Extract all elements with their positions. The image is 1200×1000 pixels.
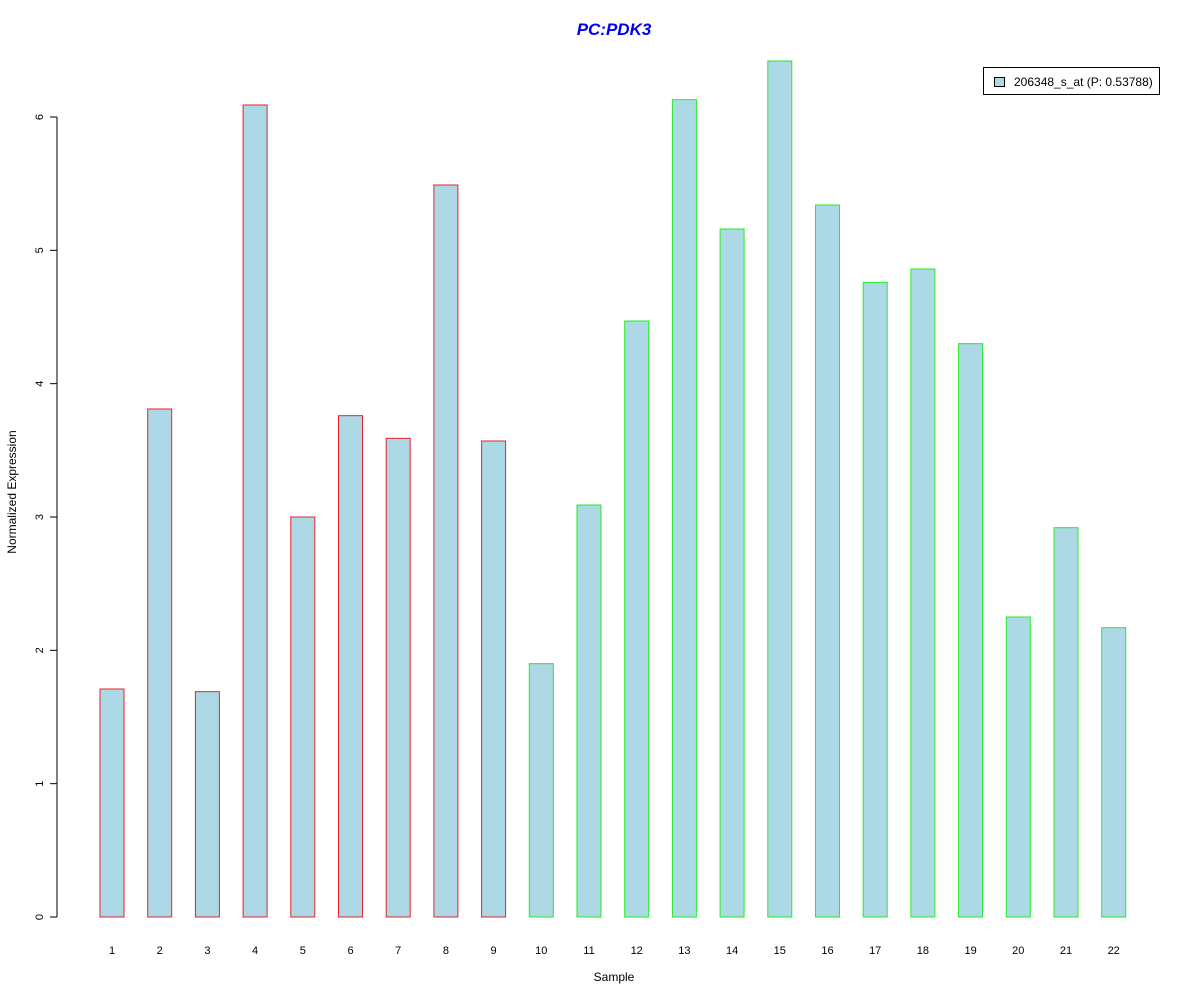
bar-sample-11: [576, 504, 602, 918]
y-tick-label: 0: [34, 914, 46, 920]
chart-title: PC:PDK3: [576, 20, 652, 39]
y-tick-label: 2: [34, 647, 46, 653]
x-tick-label: 13: [678, 945, 690, 957]
x-tick-label: 2: [157, 945, 163, 957]
x-tick-label: 12: [631, 945, 643, 957]
y-tick-label: 1: [34, 781, 46, 787]
bar-sample-12: [624, 320, 650, 918]
x-tick-label: 6: [347, 945, 353, 957]
bar-sample-18: [910, 268, 936, 918]
legend: 206348_s_at (P: 0.53788): [983, 67, 1160, 95]
y-tick-label: 4: [34, 381, 46, 387]
bars: [99, 60, 1127, 918]
bar-sample-13: [671, 99, 697, 918]
x-axis-label: Sample: [593, 970, 635, 984]
x-tick-label: 20: [1012, 945, 1024, 957]
bar-sample-9: [481, 440, 507, 918]
bar-sample-4: [242, 104, 268, 918]
bar-sample-14: [719, 228, 745, 918]
x-tick-label: 3: [204, 945, 210, 957]
x-tick-label: 15: [774, 945, 786, 957]
y-tick-label: 6: [34, 114, 46, 120]
x-tick-label: 7: [395, 945, 401, 957]
bar-sample-5: [290, 516, 316, 918]
x-tick-label: 11: [583, 945, 594, 957]
y-tick-label: 5: [34, 247, 46, 253]
x-tick-label: 8: [443, 945, 449, 957]
bar-sample-6: [338, 415, 363, 918]
x-tick-label: 17: [869, 945, 881, 957]
x-tick-label: 22: [1108, 945, 1120, 957]
bar-sample-17: [862, 281, 888, 918]
x-tick-label: 9: [491, 945, 497, 957]
bar-sample-20: [1005, 616, 1031, 918]
x-tick-label: 14: [726, 945, 738, 957]
bar-sample-19: [958, 343, 984, 918]
y-axis: 0 1 2 3 4 5 6: [34, 114, 58, 920]
bar-sample-1: [99, 688, 125, 918]
bar-sample-10: [528, 663, 554, 918]
bar-sample-16: [815, 204, 840, 918]
bar-sample-22: [1101, 627, 1127, 918]
bar-sample-2: [147, 408, 173, 918]
bar-sample-7: [385, 437, 411, 918]
x-tick-label: 10: [535, 945, 547, 957]
y-tick-label: 3: [34, 514, 46, 520]
legend-label: 206348_s_at (P: 0.53788): [1014, 75, 1153, 89]
x-tick-label: 5: [300, 945, 306, 957]
x-tick-labels: 1 2 3 4 5 6 7 8 9 10 11 12 13 14 15 16 17 18 19 20 21 22: [109, 945, 1120, 957]
x-tick-label: 16: [821, 945, 833, 957]
bar-sample-15: [767, 60, 793, 918]
bar-sample-8: [433, 184, 459, 918]
bar-sample-21: [1053, 527, 1079, 918]
x-tick-label: 18: [917, 945, 929, 957]
bar-sample-3: [194, 691, 220, 918]
x-tick-label: 21: [1060, 945, 1072, 957]
x-tick-label: 19: [964, 945, 976, 957]
x-tick-label: 1: [109, 945, 115, 957]
x-tick-label: 4: [252, 945, 258, 957]
y-axis-label: Normalized Expression: [5, 430, 19, 554]
legend-swatch: [994, 77, 1005, 87]
